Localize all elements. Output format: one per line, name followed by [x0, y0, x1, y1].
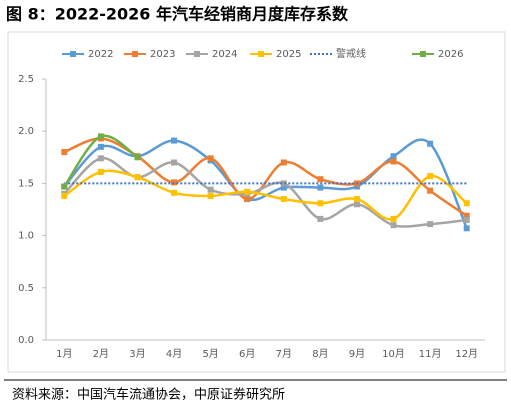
marker [207, 155, 214, 162]
marker [353, 201, 360, 208]
x-tick-label: 10月 [382, 348, 405, 360]
legend-label: 2023 [150, 49, 175, 60]
legend-label: 2022 [88, 49, 113, 60]
x-tick-label: 9月 [349, 348, 365, 360]
x-tick-label: 3月 [129, 348, 145, 360]
marker [280, 184, 287, 191]
y-tick-label: 2.0 [18, 126, 34, 137]
marker [280, 180, 287, 187]
marker [244, 188, 251, 195]
marker [207, 186, 214, 193]
chart-frame [7, 31, 506, 373]
x-tick-label: 11月 [419, 348, 442, 360]
marker [427, 187, 434, 194]
y-tick-label: 0.5 [18, 283, 34, 294]
marker [280, 196, 287, 203]
marker [463, 200, 470, 207]
x-tick-label: 5月 [202, 348, 218, 360]
x-tick-label: 1月 [56, 348, 72, 360]
marker [171, 137, 178, 144]
marker [390, 222, 397, 229]
marker [244, 196, 251, 203]
legend-label: 2025 [276, 49, 301, 60]
marker [390, 158, 397, 165]
marker [317, 215, 324, 222]
chart-title: 图 8：2022-2026 年汽车经销商月度库存系数 [6, 5, 349, 24]
marker [61, 192, 68, 199]
legend-marker [132, 51, 138, 57]
legend-label: 2026 [438, 49, 463, 60]
marker [390, 153, 397, 160]
marker [317, 200, 324, 207]
marker [317, 184, 324, 191]
legend-marker [194, 51, 200, 57]
x-tick-label: 12月 [455, 348, 478, 360]
marker [171, 159, 178, 166]
marker [390, 215, 397, 222]
x-tick-label: 2月 [93, 348, 109, 360]
y-tick-label: 0.0 [18, 335, 34, 346]
marker [463, 212, 470, 219]
legend-marker [70, 51, 76, 57]
marker [61, 183, 68, 190]
legend-marker [420, 51, 426, 57]
x-tick-label: 8月 [312, 348, 328, 360]
marker [207, 192, 214, 199]
marker [353, 183, 360, 190]
y-tick-label: 1.5 [18, 178, 34, 189]
x-tick-label: 6月 [239, 348, 255, 360]
marker [427, 140, 434, 147]
legend-label: 警戒线 [336, 47, 366, 60]
series-line [63, 169, 468, 221]
marker [97, 155, 104, 162]
marker [317, 176, 324, 183]
x-tick-label: 4月 [166, 348, 182, 360]
source: 资料来源：中国汽车流通协会，中原证券研究所 [12, 387, 285, 403]
marker [97, 168, 104, 175]
marker [61, 149, 68, 156]
marker [171, 179, 178, 186]
x-tick-label: 7月 [276, 348, 292, 360]
marker [97, 143, 104, 150]
marker [97, 133, 104, 140]
marker [427, 173, 434, 180]
marker [463, 216, 470, 223]
marker [353, 196, 360, 203]
legend-marker [258, 51, 264, 57]
marker [280, 159, 287, 166]
marker [463, 225, 470, 232]
y-tick-label: 1.0 [18, 231, 34, 242]
marker [134, 174, 141, 181]
marker [171, 189, 178, 196]
legend-label: 2024 [212, 49, 237, 60]
y-tick-label: 2.5 [18, 74, 34, 85]
marker [134, 154, 141, 161]
marker [427, 221, 434, 228]
